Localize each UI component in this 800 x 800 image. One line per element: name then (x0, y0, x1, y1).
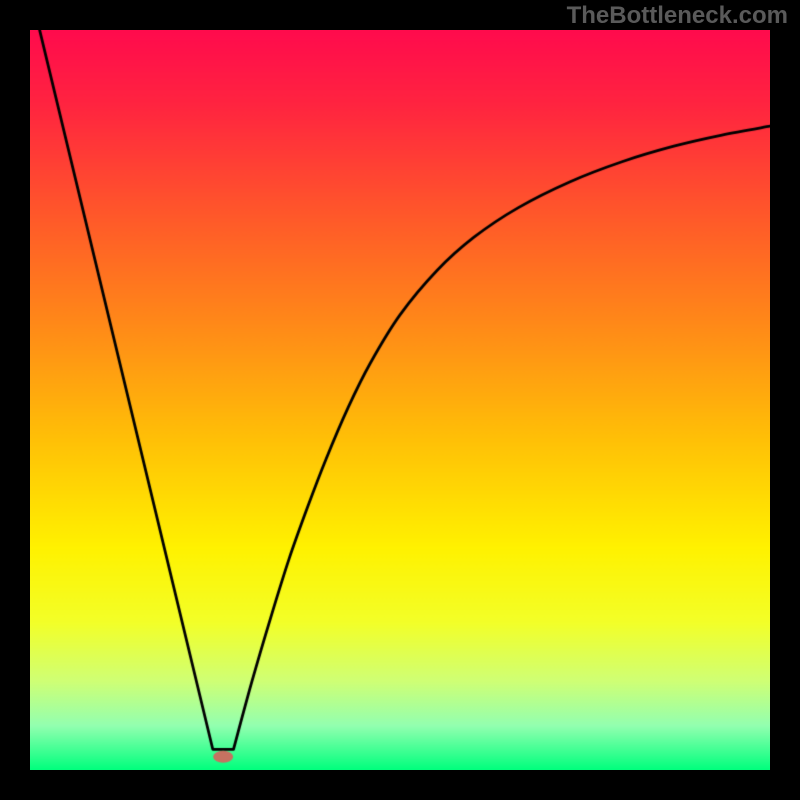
chart-canvas (30, 30, 770, 770)
watermark-text: TheBottleneck.com (567, 2, 788, 30)
figure-container: TheBottleneck.com (0, 0, 800, 800)
plot-area (30, 30, 770, 770)
